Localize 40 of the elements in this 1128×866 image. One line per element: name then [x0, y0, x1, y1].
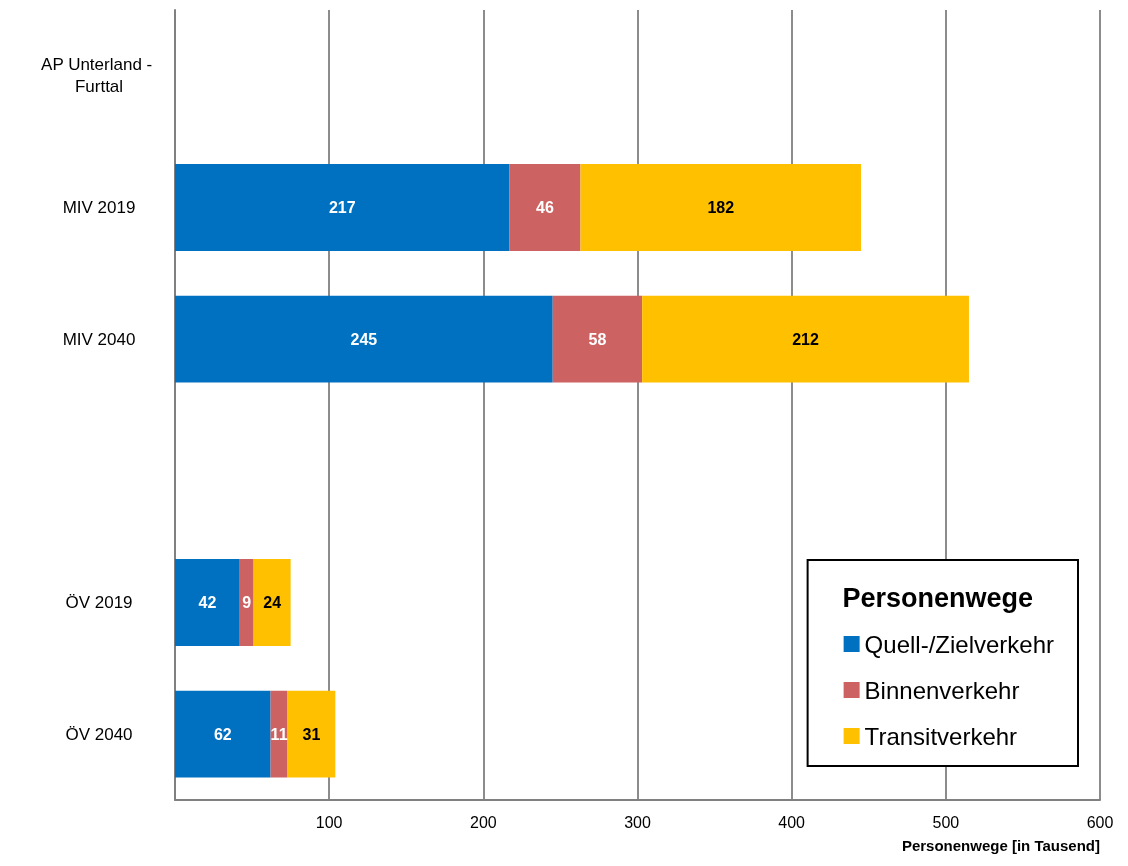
x-tick-label: 200	[469, 813, 497, 831]
legend-label: Quell-/Zielverkehr	[864, 630, 1055, 658]
bar	[509, 164, 581, 251]
data-label: 42	[198, 594, 217, 611]
y-tick-label: ÖV 2019	[65, 593, 133, 612]
bar	[175, 164, 510, 251]
x-axis-title: Personenwege [in Tausend]	[901, 837, 1100, 854]
bar	[270, 690, 288, 778]
x-tick-label: 500	[932, 813, 960, 831]
legend-label: Transitverkehr	[864, 722, 1018, 750]
bar	[552, 295, 643, 383]
bar	[642, 295, 969, 383]
data-label: 24	[263, 594, 282, 611]
x-tick-label: 400	[778, 813, 806, 831]
bar	[175, 690, 271, 778]
x-tick-label: 100	[315, 813, 343, 831]
data-label: 9	[242, 594, 252, 611]
y-tick-label: AP Unterland - Furttal	[41, 55, 157, 97]
bar	[239, 559, 254, 646]
legend-title: Personenwege	[842, 582, 1034, 613]
data-label: 46	[536, 199, 554, 216]
data-label: 58	[588, 330, 607, 348]
bar	[580, 164, 862, 251]
y-tick-label: MIV 2019	[62, 198, 136, 217]
data-label: 245	[350, 330, 378, 348]
bar	[287, 690, 336, 778]
bar	[253, 559, 291, 646]
x-tick-label: 300	[624, 813, 651, 831]
data-label: 11	[270, 725, 288, 743]
data-label: 182	[707, 199, 735, 216]
data-label: 212	[792, 330, 819, 348]
legend-label: Binnenverkehr	[864, 676, 1020, 704]
bar	[175, 559, 240, 646]
bar	[175, 295, 553, 383]
data-label: 217	[328, 199, 356, 216]
data-label: 62	[213, 725, 232, 743]
y-tick-label: MIV 2040	[62, 329, 136, 349]
y-tick-label: ÖV 2040	[65, 724, 133, 744]
x-tick-label: 600	[1086, 813, 1114, 831]
data-label: 31	[302, 725, 321, 743]
